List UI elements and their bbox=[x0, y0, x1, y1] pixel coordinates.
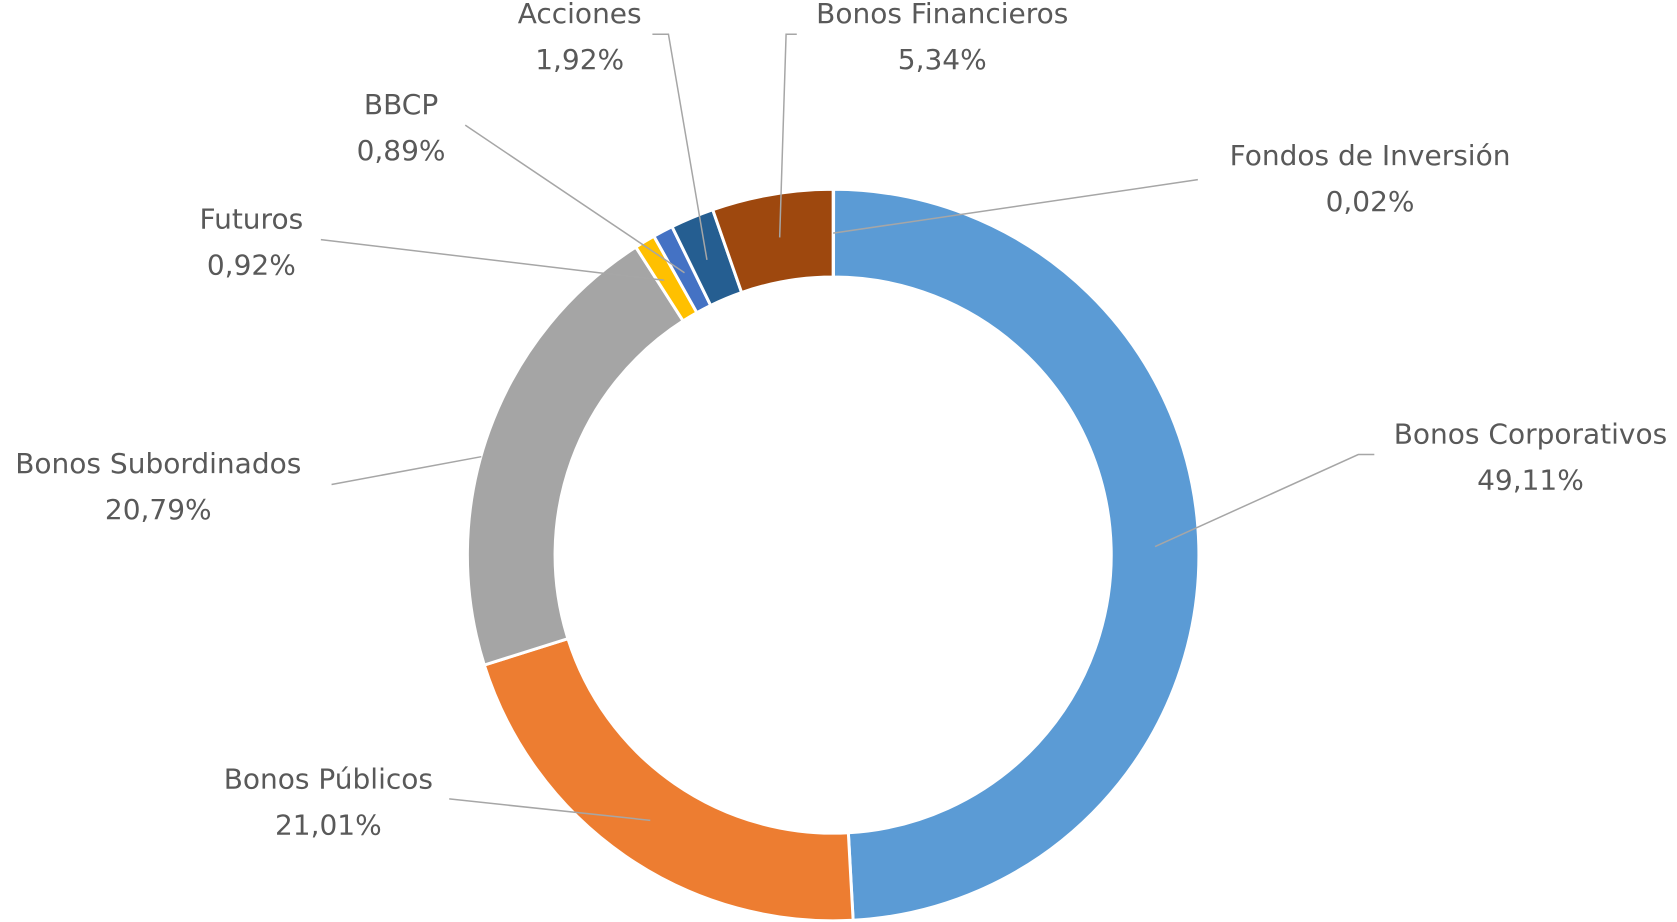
donut-slice bbox=[482, 636, 855, 922]
slice-label: Bonos Subordinados bbox=[15, 447, 301, 480]
leader-line bbox=[833, 178, 1198, 234]
leader-line bbox=[320, 238, 665, 281]
donut-slice bbox=[832, 187, 1201, 922]
donut-slice bbox=[710, 187, 835, 295]
slice-label: Bonos Financieros bbox=[816, 0, 1068, 30]
slice-label: Fondos de Inversión bbox=[1230, 139, 1511, 172]
value-label: 0,92% bbox=[207, 248, 296, 281]
value-label: 21,01% bbox=[275, 809, 382, 842]
leader-line bbox=[1154, 453, 1375, 548]
slice-label: BBCP bbox=[364, 88, 438, 121]
value-label: 0,89% bbox=[357, 134, 446, 167]
slice-label: Bonos Corporativos bbox=[1394, 417, 1668, 450]
slice-label: Acciones bbox=[518, 0, 642, 30]
leader-line bbox=[464, 124, 685, 274]
leader-line bbox=[331, 455, 482, 486]
slice-label: Bonos Públicos bbox=[224, 763, 433, 796]
value-label: 1,92% bbox=[535, 43, 624, 76]
value-label: 20,79% bbox=[105, 493, 212, 526]
leader-line bbox=[778, 33, 797, 238]
leader-line bbox=[652, 33, 708, 261]
donut-slice bbox=[465, 245, 686, 667]
slice-label: Futuros bbox=[200, 202, 304, 235]
value-label: 49,11% bbox=[1477, 463, 1584, 496]
value-label: 0,02% bbox=[1326, 185, 1415, 218]
leader-line bbox=[449, 798, 651, 822]
value-label: 5,34% bbox=[898, 43, 987, 76]
